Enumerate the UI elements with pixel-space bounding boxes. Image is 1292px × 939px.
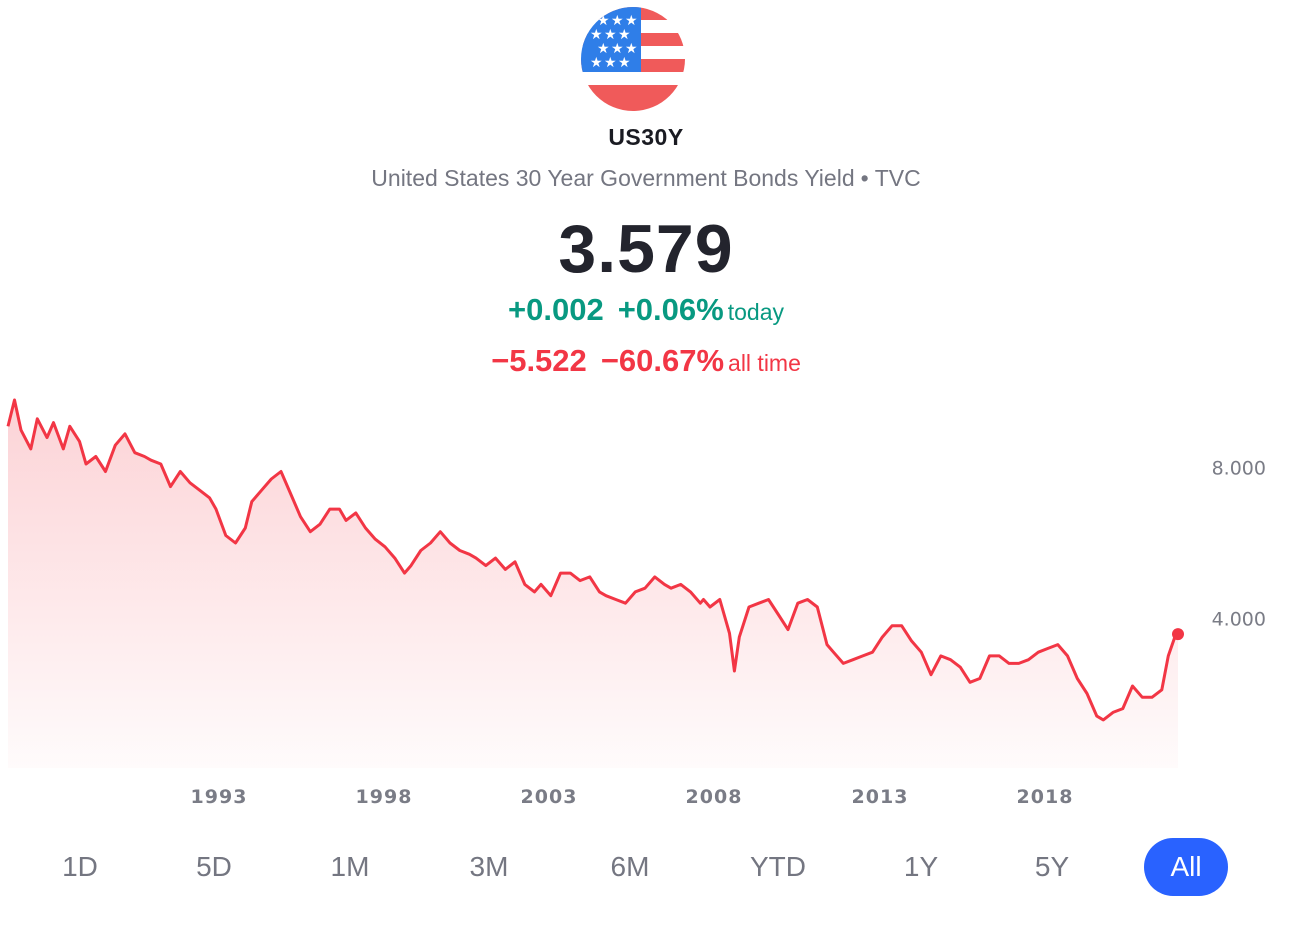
x-tick-2018: 2018 — [1017, 786, 1074, 808]
range-button-1y[interactable]: 1Y — [903, 851, 939, 882]
svg-text:★: ★ — [625, 13, 638, 29]
price-chart[interactable]: 8.000 4.000 1993 1998 2003 2008 2013 201… — [0, 380, 1292, 820]
x-tick-2003: 2003 — [521, 786, 578, 808]
today-label: today — [727, 299, 784, 325]
alltime-change-row: −5.522 −60.67% all time — [0, 343, 1292, 379]
separator-dot: • — [860, 165, 869, 191]
svg-text:★: ★ — [590, 55, 603, 71]
y-axis-label-4: 4.000 — [1212, 608, 1266, 630]
svg-text:★: ★ — [604, 27, 617, 43]
svg-text:★: ★ — [611, 41, 624, 57]
svg-text:★: ★ — [604, 55, 617, 71]
exchange-name: TVC — [874, 165, 921, 191]
svg-text:★: ★ — [597, 13, 610, 29]
y-axis-label-8: 8.000 — [1212, 458, 1266, 480]
today-change-value: +0.002 — [508, 292, 604, 327]
range-button-1m[interactable]: 1M — [330, 851, 370, 882]
range-button-5d[interactable]: 5D — [196, 851, 232, 882]
today-change-percent: +0.06% — [617, 292, 724, 327]
x-tick-1993: 1993 — [191, 786, 248, 808]
today-change-row: +0.002 +0.06% today — [0, 292, 1292, 328]
time-range-selector: 1D 5D 1M 3M 6M YTD 1Y 5Y All — [0, 838, 1292, 896]
symbol-ticker: US30Y — [608, 124, 684, 150]
alltime-change-value: −5.522 — [491, 343, 587, 378]
alltime-label: all time — [728, 350, 801, 376]
last-price-dot — [1172, 628, 1184, 641]
alltime-change-percent: −60.67% — [600, 343, 725, 378]
range-button-all[interactable]: All — [1144, 838, 1228, 896]
range-button-6m[interactable]: 6M — [610, 851, 650, 882]
x-tick-2008: 2008 — [686, 786, 743, 808]
svg-text:★: ★ — [590, 27, 603, 43]
range-button-5y[interactable]: 5Y — [1034, 851, 1070, 882]
symbol-name: United States 30 Year Government Bonds Y… — [371, 165, 855, 191]
range-button-3m[interactable]: 3M — [469, 851, 509, 882]
svg-text:★: ★ — [611, 13, 624, 29]
x-tick-2013: 2013 — [852, 786, 909, 808]
svg-text:★: ★ — [618, 55, 631, 71]
svg-text:★: ★ — [625, 41, 638, 57]
range-button-1d[interactable]: 1D — [62, 851, 98, 882]
range-button-ytd[interactable]: YTD — [750, 851, 806, 882]
price-line — [6, 398, 1180, 722]
current-price: 3.579 — [558, 211, 734, 287]
us-flag-icon: ★ ★ ★ ★ ★ ★ ★ ★ ★ ★ ★ ★ — [581, 7, 685, 111]
svg-text:★: ★ — [597, 41, 610, 57]
svg-text:★: ★ — [618, 27, 631, 43]
symbol-description: United States 30 Year Government Bonds Y… — [0, 165, 1292, 192]
x-tick-1998: 1998 — [356, 786, 413, 808]
